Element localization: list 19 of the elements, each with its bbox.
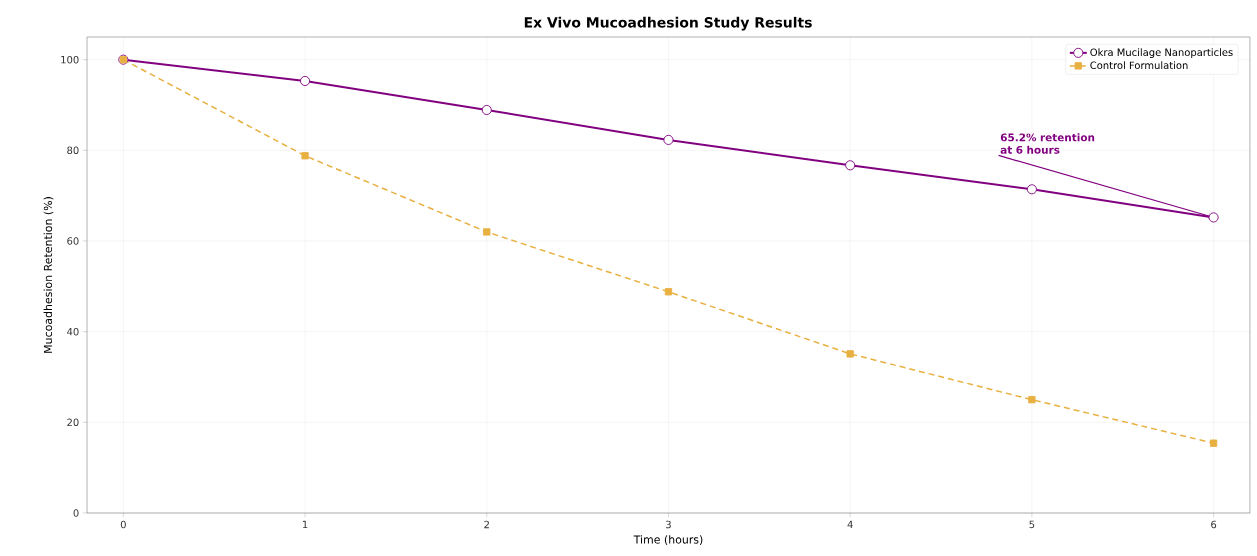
annotation: 65.2% retention at 6 hours <box>1000 133 1095 154</box>
y-tick-label: 0 <box>73 509 79 517</box>
x-tick-label: 5 <box>1029 520 1035 529</box>
chart-title: Ex Vivo Mucoadhesion Study Results <box>524 16 812 31</box>
x-tick-label: 2 <box>484 520 489 529</box>
x-tick-label: 6 <box>1211 520 1217 529</box>
x-tick-label: 4 <box>847 520 853 529</box>
legend-label: Okra Mucilage Nanoparticles <box>1090 48 1233 58</box>
x-tick-label: 3 <box>666 520 671 529</box>
y-tick-label: 20 <box>67 418 79 427</box>
x-axis-title: Time (hours) <box>633 535 703 545</box>
y-axis-title: Mucoadhesion Retention (%) <box>43 197 54 353</box>
legend-label: Control Formulation <box>1090 61 1188 70</box>
y-tick-label: 80 <box>67 146 79 155</box>
y-tick-label: 60 <box>67 237 79 245</box>
y-tick-label: 100 <box>61 55 79 64</box>
y-tick-label: 40 <box>67 327 79 336</box>
x-tick-label: 1 <box>302 520 308 529</box>
x-tick-label: 0 <box>120 520 126 529</box>
